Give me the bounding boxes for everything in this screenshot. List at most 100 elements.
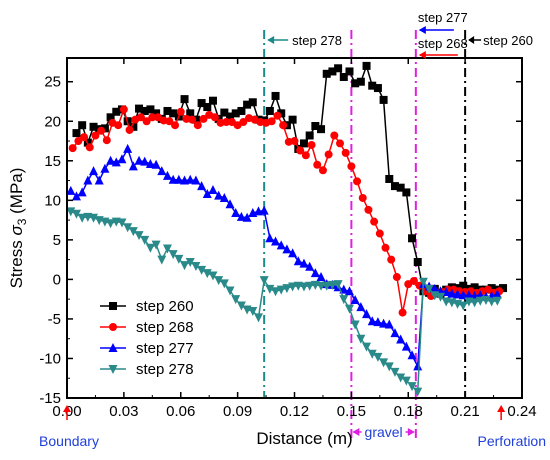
data-point-step-260 bbox=[146, 105, 155, 114]
data-point-step-277 bbox=[276, 240, 286, 250]
data-point-step-278 bbox=[145, 243, 155, 253]
axes: 0.000.030.060.090.120.150.180.210.24-15-… bbox=[7, 57, 537, 448]
data-point-step-277 bbox=[157, 166, 167, 176]
data-point-step-278 bbox=[356, 334, 366, 344]
data-point-step-278 bbox=[492, 296, 502, 306]
data-point-step-260 bbox=[231, 109, 240, 118]
data-point-step-260 bbox=[299, 139, 308, 148]
data-point-step-277 bbox=[174, 174, 184, 184]
data-point-step-260 bbox=[334, 64, 343, 73]
data-point-step-278 bbox=[327, 280, 337, 290]
data-point-step-278 bbox=[305, 281, 315, 291]
data-point-step-278 bbox=[470, 298, 480, 308]
data-point-step-260 bbox=[305, 131, 314, 140]
data-point-step-277 bbox=[396, 334, 406, 344]
data-point-step-277 bbox=[305, 261, 315, 271]
label-gravel: gravel bbox=[365, 424, 403, 440]
data-point-step-278 bbox=[253, 313, 263, 323]
data-point-step-277 bbox=[390, 328, 400, 338]
data-point-step-277 bbox=[407, 350, 417, 360]
data-point-step-268 bbox=[222, 118, 231, 127]
data-point-step-277 bbox=[128, 161, 138, 171]
data-point-step-277 bbox=[168, 174, 178, 184]
data-point-step-268 bbox=[91, 131, 100, 140]
data-point-step-278 bbox=[367, 349, 377, 359]
data-point-step-278 bbox=[435, 292, 445, 302]
arrowhead-step-268 bbox=[418, 51, 426, 59]
data-point-step-260 bbox=[408, 234, 417, 243]
data-point-step-278 bbox=[151, 240, 161, 250]
data-point-step-278 bbox=[236, 301, 246, 311]
data-point-step-260 bbox=[78, 121, 87, 130]
data-point-step-277 bbox=[447, 288, 457, 298]
data-point-step-277 bbox=[288, 248, 298, 258]
data-point-step-268 bbox=[301, 151, 310, 160]
legend-label-step-268: step 268 bbox=[136, 319, 194, 336]
y-tick-label: 25 bbox=[44, 74, 61, 91]
data-point-step-268 bbox=[370, 217, 379, 226]
data-point-step-277 bbox=[71, 191, 81, 201]
data-point-step-268 bbox=[290, 137, 299, 146]
gravel-arrowhead-left bbox=[352, 428, 360, 436]
data-point-step-260 bbox=[214, 114, 223, 123]
data-point-step-278 bbox=[248, 307, 258, 317]
data-point-step-268 bbox=[336, 139, 344, 148]
data-point-step-278 bbox=[322, 281, 332, 291]
data-point-step-278 bbox=[396, 373, 406, 383]
data-point-step-278 bbox=[89, 213, 99, 223]
data-point-step-278 bbox=[185, 258, 195, 267]
data-point-step-277 bbox=[430, 283, 440, 293]
data-point-step-268 bbox=[97, 126, 106, 135]
data-point-step-278 bbox=[157, 255, 167, 265]
data-point-step-260 bbox=[197, 99, 206, 108]
data-point-step-278 bbox=[413, 387, 423, 397]
data-point-step-278 bbox=[276, 285, 286, 295]
data-point-step-277 bbox=[373, 317, 383, 327]
data-point-step-268 bbox=[171, 121, 180, 130]
data-point-step-278 bbox=[128, 227, 138, 237]
data-point-step-268 bbox=[193, 121, 202, 130]
data-point-step-268 bbox=[80, 133, 89, 142]
data-point-step-268 bbox=[279, 121, 288, 130]
label-perforation: Perforation bbox=[478, 433, 546, 449]
data-point-step-278 bbox=[117, 218, 127, 228]
data-point-step-268 bbox=[409, 276, 418, 285]
data-point-step-278 bbox=[384, 362, 394, 372]
label-step-278: step 278 bbox=[292, 33, 342, 48]
data-point-step-278 bbox=[231, 295, 241, 305]
gravel-label-bg bbox=[361, 422, 406, 440]
series-line-step-277 bbox=[70, 147, 498, 370]
data-point-step-277 bbox=[111, 157, 121, 167]
data-point-step-268 bbox=[364, 205, 373, 214]
data-point-step-260 bbox=[470, 283, 479, 292]
data-point-step-268 bbox=[313, 160, 322, 169]
data-point-step-278 bbox=[350, 320, 360, 330]
label-step-268: step 268 bbox=[418, 36, 468, 51]
data-point-step-278 bbox=[168, 250, 178, 260]
data-point-step-278 bbox=[197, 265, 207, 275]
data-point-step-268 bbox=[239, 118, 248, 127]
data-point-step-278 bbox=[162, 244, 172, 254]
data-point-step-278 bbox=[333, 280, 343, 290]
data-point-step-268 bbox=[273, 111, 282, 120]
data-point-step-277 bbox=[242, 212, 252, 222]
data-point-step-268 bbox=[148, 113, 157, 122]
data-point-step-260 bbox=[499, 284, 508, 293]
data-point-step-277 bbox=[140, 156, 150, 166]
data-point-step-278 bbox=[458, 301, 468, 311]
data-point-step-260 bbox=[356, 77, 365, 86]
data-point-step-278 bbox=[362, 342, 372, 352]
label-step-260: step 260 bbox=[483, 33, 533, 48]
label-step-277: step 277 bbox=[418, 10, 468, 25]
data-point-step-260 bbox=[243, 100, 252, 109]
data-point-step-277 bbox=[117, 154, 127, 164]
y-tick-label: 0 bbox=[53, 271, 61, 288]
data-point-step-278 bbox=[77, 213, 87, 223]
arrowhead-step-260 bbox=[468, 36, 475, 44]
data-point-step-277 bbox=[225, 199, 235, 209]
y-tick-label: 5 bbox=[53, 232, 61, 249]
data-point-step-277 bbox=[202, 189, 212, 198]
data-point-step-260 bbox=[459, 281, 468, 290]
data-point-step-278 bbox=[424, 284, 434, 294]
data-point-step-260 bbox=[379, 95, 388, 104]
